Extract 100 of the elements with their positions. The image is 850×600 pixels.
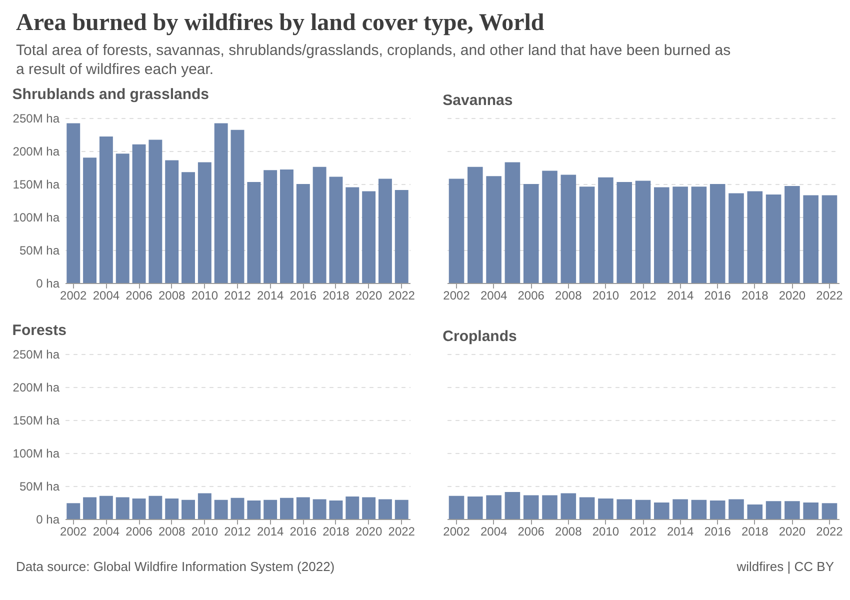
x-tick-label: 2016 (290, 288, 317, 302)
bar (616, 182, 632, 283)
bar (616, 499, 632, 519)
y-tick-label: 200M ha (12, 144, 60, 158)
y-tick-label: 0 ha (36, 276, 60, 290)
text: Total area of forests, savannas, shrublands/grasslands, croplands, and other land that have been burned as a result of wildfires each year. (16, 41, 732, 79)
bar (560, 174, 576, 283)
x-tick-label: 2014 (256, 524, 284, 538)
bar (132, 144, 146, 283)
source-note: Data source: Global Wildfire Information System (2022) (16, 559, 335, 574)
bar (784, 186, 800, 283)
y-tick-label: 150M ha (12, 178, 60, 192)
x-tick-label: 2008 (555, 288, 582, 302)
x-tick-label: 2022 (816, 288, 844, 302)
bar (116, 497, 130, 519)
text: Area burned by wildfires by land cover type, World (16, 10, 546, 37)
bar (504, 162, 520, 283)
x-tick-label: 2008 (555, 524, 582, 538)
x-tick-label: 2008 (158, 524, 186, 538)
x-tick-label: 2018 (742, 288, 769, 302)
y-tick-label: 150M ha (12, 414, 60, 428)
bar (230, 130, 244, 283)
bar (542, 170, 558, 283)
bar (784, 501, 800, 519)
bar (691, 500, 707, 519)
x-tick-label: 2004 (480, 288, 508, 302)
bar (672, 186, 688, 283)
x-tick-label: 2020 (355, 288, 382, 302)
x-tick-label: 2012 (630, 288, 657, 302)
bar (346, 187, 360, 283)
bar (486, 176, 502, 283)
y-tick-label: 250M ha (12, 348, 60, 362)
chart-title: Savannas (442, 92, 513, 109)
bar (560, 493, 576, 519)
x-tick-label: 2010 (191, 288, 218, 302)
bar (468, 496, 483, 519)
x-tick-label: 2004 (92, 524, 120, 538)
bar (504, 492, 520, 519)
bar (598, 177, 614, 283)
bar (182, 500, 195, 519)
bar (99, 496, 113, 519)
x-tick-label: 2014 (666, 524, 694, 538)
y-tick-label: 50M ha (19, 480, 60, 494)
y-tick-label: 0 ha (36, 512, 60, 526)
bar (329, 176, 343, 283)
bar (247, 500, 261, 519)
bar (148, 496, 162, 519)
bar (672, 499, 688, 519)
text: wildfires | CC BY (736, 559, 834, 574)
bar (523, 184, 539, 283)
bar (214, 123, 228, 283)
bar (654, 187, 670, 283)
bar (635, 500, 651, 519)
bar (710, 500, 726, 519)
bar (296, 184, 310, 283)
y-tick-label: 200M ha (12, 380, 60, 394)
bar (182, 172, 195, 283)
bar (728, 193, 744, 283)
bar (198, 162, 212, 283)
bar (448, 178, 464, 283)
chart-title: Shrublands and grasslands (12, 86, 210, 103)
x-tick-label: 2012 (224, 524, 252, 538)
bar (710, 184, 726, 283)
bar (362, 497, 376, 519)
bar (165, 498, 179, 519)
bar (66, 123, 80, 283)
x-tick-label: 2016 (704, 288, 732, 302)
bar (803, 195, 818, 283)
bar (132, 498, 146, 519)
bar (264, 170, 278, 283)
bar (448, 496, 464, 519)
bar (296, 497, 310, 519)
y-tick-label: 50M ha (19, 244, 60, 258)
bar (280, 498, 294, 519)
x-tick-label: 2022 (388, 524, 416, 538)
bar (747, 504, 763, 519)
bar (654, 502, 670, 519)
bar (635, 180, 651, 283)
bar (99, 136, 113, 283)
bar (230, 498, 244, 519)
x-tick-label: 2002 (60, 524, 88, 538)
x-tick-label: 2020 (778, 524, 806, 538)
x-tick-label: 2018 (322, 524, 350, 538)
bar (579, 186, 595, 283)
x-tick-label: 2022 (388, 288, 416, 302)
x-tick-label: 2014 (666, 288, 694, 302)
bar (329, 500, 343, 519)
bar (165, 160, 179, 283)
x-tick-label: 2018 (742, 524, 769, 538)
x-tick-label: 2008 (158, 288, 186, 302)
x-tick-label: 2006 (126, 288, 153, 302)
bar (198, 493, 212, 519)
x-tick-label: 2016 (704, 524, 732, 538)
bar (362, 191, 376, 283)
bar (822, 195, 838, 283)
bar (214, 500, 228, 519)
x-tick-label: 2020 (778, 288, 806, 302)
y-tick-label: 250M ha (12, 112, 60, 126)
x-tick-label: 2010 (191, 524, 218, 538)
x-tick-label: 2012 (630, 524, 657, 538)
